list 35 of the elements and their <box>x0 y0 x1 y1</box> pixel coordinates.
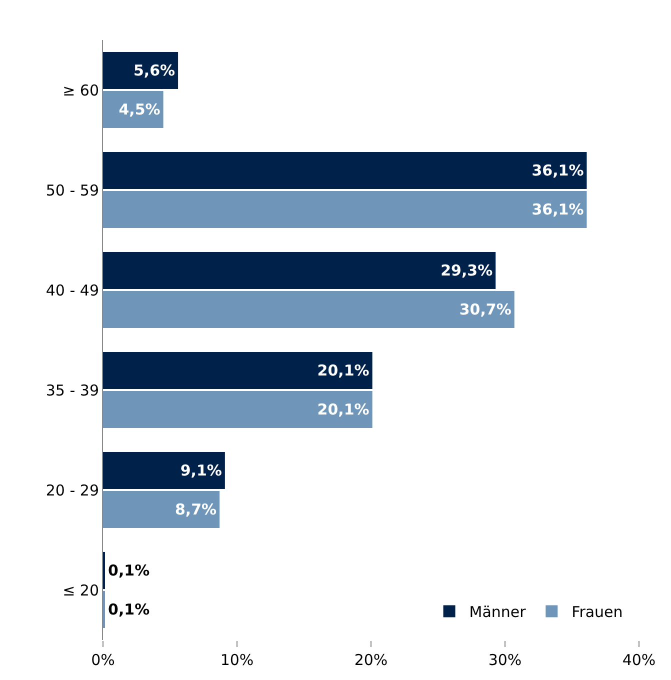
bar <box>103 52 178 90</box>
data-label: 36,1% <box>532 162 584 180</box>
data-label: 30,7% <box>459 300 512 318</box>
bar <box>103 190 587 228</box>
bar <box>103 352 372 390</box>
data-label: 4,5% <box>118 100 160 119</box>
bar <box>103 90 164 128</box>
data-label: 0,1% <box>108 562 150 580</box>
bar <box>103 490 220 528</box>
data-label: 9,1% <box>180 462 222 480</box>
legend-label: Männer <box>469 603 527 622</box>
bar <box>103 252 496 290</box>
y-tick-label: ≥ 60 <box>62 81 99 100</box>
data-label: 8,7% <box>174 500 217 519</box>
data-label: 5,6% <box>133 62 176 80</box>
bar <box>103 452 225 490</box>
data-label: 0,1% <box>108 600 150 619</box>
bar <box>103 290 514 328</box>
x-tick-label: 30% <box>488 651 522 669</box>
y-tick-label: 50 - 59 <box>46 181 99 200</box>
y-tick-label: 40 - 49 <box>46 281 99 300</box>
x-tick-label: 10% <box>220 651 254 669</box>
data-label: 20,1% <box>317 362 370 380</box>
data-label: 36,1% <box>532 200 584 219</box>
data-label: 29,3% <box>440 262 493 280</box>
bar <box>103 152 587 190</box>
x-tick-label: 20% <box>354 651 388 669</box>
y-tick-label: 35 - 39 <box>46 381 99 400</box>
y-tick-label: 20 - 29 <box>46 481 99 500</box>
x-tick-label: 40% <box>622 651 656 669</box>
x-tick-label: 0% <box>91 651 115 669</box>
legend-label: Frauen <box>572 603 623 622</box>
data-label: 20,1% <box>317 400 370 419</box>
bar <box>103 390 372 428</box>
y-tick-label: ≤ 20 <box>62 581 99 600</box>
